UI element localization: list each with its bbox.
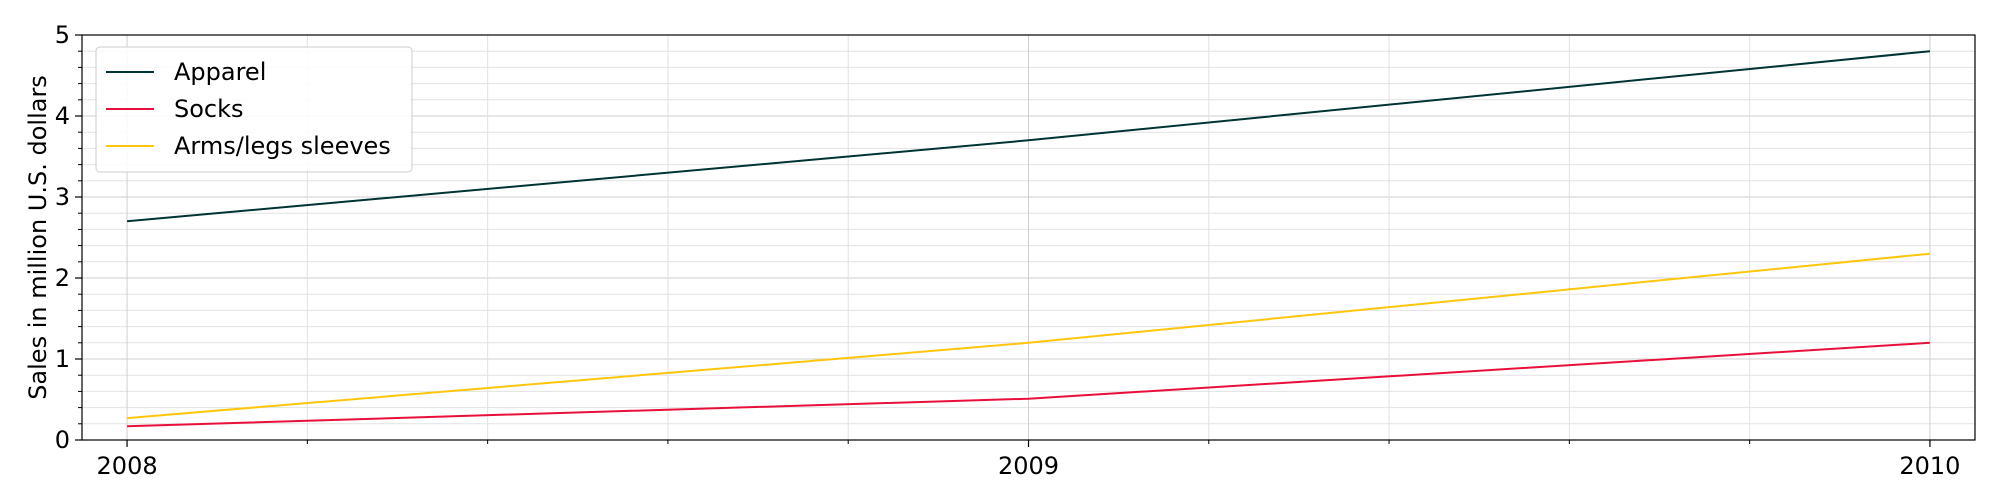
y-tick-label: 3 <box>55 183 70 211</box>
legend-label: Apparel <box>174 58 266 86</box>
legend: Apparel Socks Arms/legs sleeves <box>96 47 412 172</box>
y-tick-label: 2 <box>55 264 70 292</box>
y-tick-label: 1 <box>55 345 70 373</box>
y-axis-title: Sales in million U.S. dollars <box>24 75 52 400</box>
x-tick-label: 2008 <box>97 452 158 480</box>
x-tick-label: 2009 <box>998 452 1059 480</box>
y-tick-label: 5 <box>55 21 70 49</box>
legend-label: Socks <box>174 95 244 123</box>
y-tick-label: 4 <box>55 102 70 130</box>
x-tick-label: 2010 <box>1899 452 1960 480</box>
legend-label: Arms/legs sleeves <box>174 132 391 160</box>
y-tick-label: 0 <box>55 426 70 454</box>
